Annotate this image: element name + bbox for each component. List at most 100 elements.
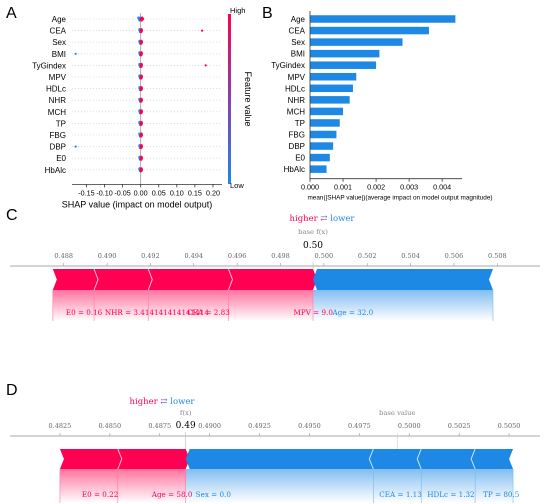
force-tick-label: 0.504 (401, 252, 420, 260)
bar-mch (310, 107, 344, 116)
force-tick-label: 0.506 (445, 252, 464, 260)
negative-segment-divider (416, 448, 422, 470)
bar-dbp (310, 142, 334, 150)
positive-segment-divider (117, 448, 123, 470)
feature-label: E0 (56, 154, 66, 163)
force-feature-label: Age = 32.0 (332, 308, 374, 317)
bar-tp (310, 119, 340, 127)
x-tick-label: 0.004 (433, 183, 451, 192)
force-tick-label: 0.4825 (49, 422, 72, 430)
shap-point (140, 122, 144, 125)
shap-outlier-point (74, 52, 77, 55)
x-tick-label: -0.10 (96, 188, 112, 197)
fx-value: 0.49 (176, 421, 196, 431)
bar-category-label: TyGindex (271, 61, 305, 70)
feature-label: TP (56, 119, 66, 128)
shap-outlier-point (204, 64, 207, 67)
shap-point (140, 110, 144, 114)
legend-arrows: ⇄ (160, 397, 170, 407)
x-tick-label: 0.001 (334, 183, 352, 192)
beeswarm-chart: Age CEA Sex BMI TyGindex MPV HDLc NHR MCH TP FBG DB… (32, 6, 253, 209)
force-feature-label: NHR = 3.414141414141414 (105, 308, 209, 317)
force-feature-label: CEA = 1.13 (379, 490, 422, 499)
bar-category-label: CEA (289, 27, 306, 36)
x-tick-label: 0.20 (206, 188, 220, 197)
negative-fade (313, 290, 493, 321)
feature-label: FBG (50, 131, 66, 140)
force-tick-label: 0.490 (98, 252, 117, 260)
bar-cea (310, 26, 429, 35)
force-tick-label: 0.4900 (198, 422, 221, 430)
x-tick-label: -0.05 (114, 188, 130, 197)
feature-label: NHR (49, 96, 67, 105)
bar-hdlc (310, 84, 353, 93)
negative-segment-divider (470, 448, 476, 470)
bar-fbg (310, 130, 337, 139)
legend-lower: lower (170, 397, 195, 407)
x-tick-label: -0.15 (78, 188, 94, 197)
shap-point (140, 87, 144, 90)
shap-outlier-point (74, 145, 77, 148)
legend-arrows: ⇄ (320, 214, 330, 224)
shap-point (140, 145, 144, 148)
colorbar-high-label: High (230, 6, 245, 15)
feature-label: MPV (49, 73, 67, 82)
force-feature-label: Age = 58.0 (151, 490, 193, 499)
bar-nhr (310, 96, 350, 104)
feature-label: HbAlc (45, 166, 66, 175)
x-tick-label: 0.002 (367, 183, 385, 192)
bar-category-label: FBG (289, 131, 305, 140)
mean-shap-bar-chart: Age CEA Sex BMI TyGindex MPV HDLc NHR MCH TP FBG DB… (271, 11, 493, 202)
force-tick-label: 0.498 (271, 252, 290, 260)
x-tick-label: 0.15 (188, 188, 202, 197)
negative-force-bar (313, 269, 493, 290)
shap-point (140, 156, 144, 160)
shap-point (141, 17, 145, 21)
force-plot-c: higher ⇄ lower 0.488 0.490 0.492 0.494 0.496 0… (10, 214, 540, 321)
legend-higher: higher (290, 214, 321, 224)
force-feature-label: E0 = 0.22 (82, 490, 118, 499)
shap-point (140, 40, 144, 44)
force-feature-label: HDLc = 1.32 (427, 490, 474, 499)
x-tick-label: 0.10 (170, 188, 184, 197)
force-tick-label: 0.488 (54, 252, 73, 260)
feature-label: CEA (50, 27, 67, 36)
feature-label: DBP (50, 143, 66, 152)
force-legend: higher ⇄ lower (290, 214, 356, 224)
force-tick-label: 0.4925 (248, 422, 271, 430)
bar-age (310, 15, 456, 23)
force-tick-label: 0.4975 (348, 422, 371, 430)
force-tick-label: 0.494 (184, 252, 203, 260)
force-feature-label: TP = 80.5 (483, 490, 520, 499)
force-tick-label: 0.492 (141, 252, 160, 260)
negative-fade (185, 469, 514, 503)
force-feature-label: MPV = 9.0 (294, 308, 334, 317)
feature-label: HDLc (46, 85, 66, 94)
bar-e0 (310, 153, 330, 162)
force-tick-label: 0.5025 (448, 422, 471, 430)
feature-label: Age (52, 15, 67, 24)
feature-label: Sex (52, 38, 66, 47)
base-value-label: base value (379, 409, 416, 417)
colorbar-label: Feature value (243, 71, 253, 126)
fx-label: f(x) (180, 409, 192, 417)
force-feature-label: CEA = 2.83 (187, 308, 230, 317)
positive-force-bar (52, 269, 318, 290)
panel-label-a: A (6, 5, 17, 22)
negative-force-bar (185, 449, 514, 469)
bar-tygindex (310, 61, 377, 69)
base-fx-label: base f(x) (298, 228, 328, 236)
force-tick-label: 0.500 (315, 252, 334, 260)
bar-sex (310, 38, 403, 46)
bar-hbalc (310, 165, 327, 173)
panel-label-c: C (6, 207, 18, 224)
panel-label-b: B (262, 5, 273, 22)
force-feature-label: E0 = 0.16 (66, 308, 103, 317)
shap-point (140, 52, 144, 56)
bar-category-label: Sex (291, 38, 305, 47)
x-tick-label: 0.05 (152, 188, 166, 197)
bar-category-label: TP (295, 119, 305, 128)
positive-fade (59, 469, 186, 503)
